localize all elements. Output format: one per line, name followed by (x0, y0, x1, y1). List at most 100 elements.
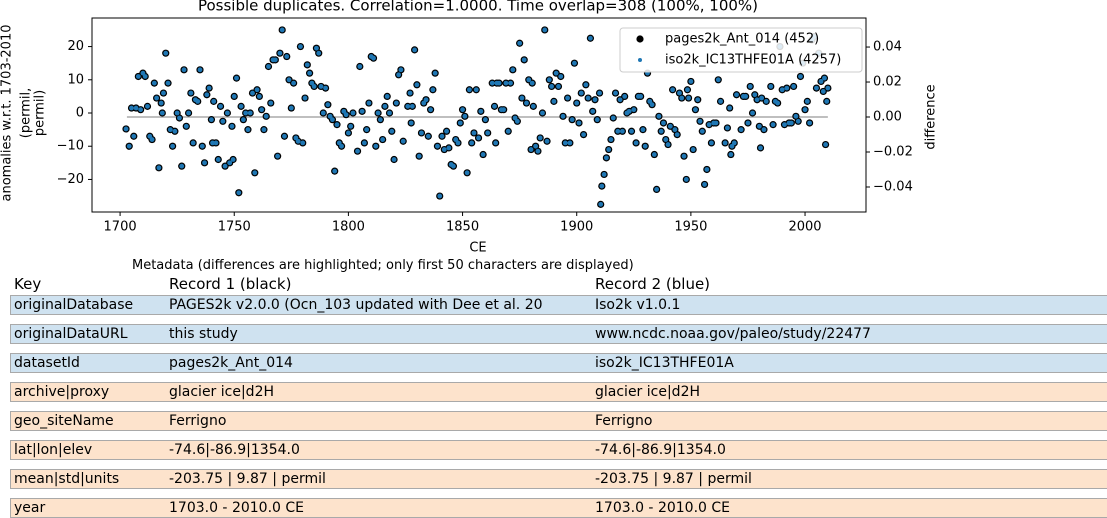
point (699, 128, 705, 134)
series (123, 27, 831, 207)
point (683, 177, 689, 182)
point (493, 140, 499, 146)
point (542, 27, 548, 33)
point (642, 143, 648, 149)
table-cell: mean|std|units (14, 471, 120, 487)
table-row (10, 411, 1107, 431)
point (167, 127, 173, 133)
point (747, 84, 753, 89)
point (501, 107, 507, 113)
point (202, 160, 207, 166)
point (537, 135, 543, 141)
point (613, 90, 618, 96)
point (197, 67, 203, 73)
point (179, 163, 185, 169)
point (288, 105, 294, 111)
point (779, 87, 785, 93)
point (243, 110, 249, 116)
point (126, 143, 132, 149)
point (172, 128, 178, 134)
point (633, 140, 639, 146)
point (183, 123, 189, 129)
point (562, 140, 568, 146)
point (574, 100, 580, 106)
point (615, 128, 621, 134)
table-cell: lat|lon|elev (14, 442, 93, 458)
y2-axis-label: difference (924, 84, 939, 149)
point (718, 98, 723, 104)
point (323, 85, 328, 91)
table-cell: glacier ice|d2H (595, 384, 700, 400)
point (560, 113, 566, 119)
point (361, 140, 367, 146)
point (247, 110, 253, 116)
point (798, 74, 803, 79)
point (414, 82, 420, 88)
point (409, 103, 415, 109)
point (282, 133, 287, 139)
point (311, 84, 317, 89)
point (553, 70, 559, 76)
table-cell: Ferrigno (169, 413, 227, 429)
point (745, 120, 751, 126)
point (685, 87, 690, 93)
point (441, 147, 447, 152)
point (738, 127, 744, 133)
point (131, 133, 137, 139)
table-cell: PAGES2k v2.0.0 (Ocn_103 updated with Dee… (169, 297, 543, 313)
point (407, 90, 413, 96)
point (300, 140, 306, 146)
point (156, 165, 162, 171)
point (601, 172, 607, 177)
point (788, 120, 794, 126)
point (266, 64, 271, 69)
table-row (10, 353, 1107, 373)
point (775, 100, 781, 106)
point (638, 93, 644, 99)
point (277, 50, 283, 56)
x-tick-label: 1900 (560, 220, 593, 235)
point (295, 138, 301, 144)
point (334, 122, 340, 128)
point (791, 84, 797, 89)
point (661, 120, 666, 126)
point (154, 95, 160, 101)
y-tick-label: 0 (76, 106, 84, 121)
point (793, 113, 799, 119)
point (725, 125, 730, 131)
point (161, 90, 166, 96)
point (210, 140, 215, 146)
point (530, 103, 536, 109)
point (476, 135, 481, 141)
point (224, 110, 230, 116)
table-cell: glacier ice|d2H (169, 384, 274, 400)
point (437, 193, 443, 199)
point (195, 98, 201, 104)
point (704, 167, 710, 172)
point (430, 87, 436, 93)
point (709, 140, 714, 146)
point (275, 153, 281, 159)
point (825, 85, 831, 91)
column-header: Key (14, 275, 42, 293)
point (142, 74, 148, 79)
point (626, 108, 632, 114)
point (492, 103, 497, 109)
point (371, 55, 376, 61)
point (204, 92, 210, 98)
point (489, 80, 495, 86)
point (558, 74, 564, 79)
point (546, 77, 552, 83)
point (181, 67, 187, 73)
chart: Possible duplicates. Correlation=1.0000.… (0, 0, 939, 256)
table-row (10, 295, 1107, 315)
point (446, 145, 452, 151)
point (619, 128, 625, 134)
point (473, 87, 479, 93)
point (377, 117, 383, 123)
legend-marker (638, 58, 642, 62)
point (220, 118, 226, 124)
y2-tick-label: 0.00 (873, 110, 902, 125)
point (451, 163, 456, 169)
